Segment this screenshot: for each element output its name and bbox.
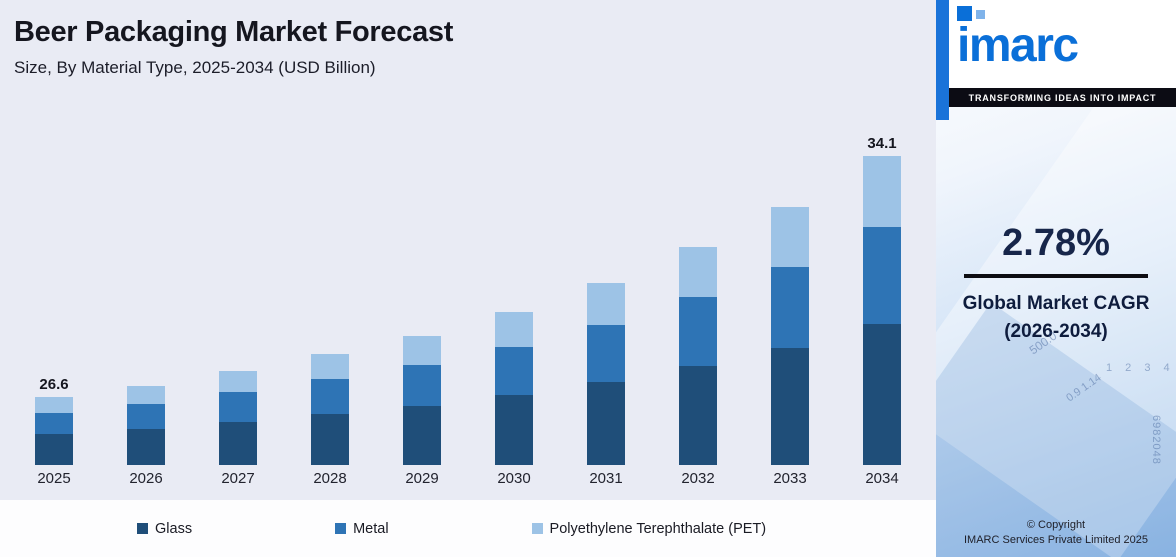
page-title: Beer Packaging Market Forecast	[14, 16, 454, 48]
bar-segment-glass-2030	[495, 395, 533, 465]
bar-slot-2030	[468, 130, 560, 465]
bar-2026	[127, 386, 165, 465]
tagline-text: TRANSFORMING IDEAS INTO IMPACT	[968, 92, 1157, 103]
cagr-label-line2: (2026-2034)	[1004, 320, 1108, 342]
bar-segment-glass-2032	[679, 366, 717, 465]
bar-segment-glass-2028	[311, 414, 349, 465]
x-axis-label-2028: 2028	[313, 470, 347, 487]
cagr-label-line1: Global Market CAGR	[962, 293, 1150, 314]
legend-item-metal: Metal	[335, 520, 389, 537]
bar-segment-polyethylene-terephthalate-pet-2030	[495, 312, 533, 347]
imarc-logo-mark-icon	[957, 6, 972, 21]
bar-segment-polyethylene-terephthalate-pet-2034	[863, 156, 901, 227]
x-axis-label-2030: 2030	[497, 470, 531, 487]
copyright-line2: IMARC Services Private Limited 2025	[963, 534, 1148, 547]
chart-panel: Beer Packaging Market Forecast Size, By …	[0, 0, 936, 557]
bar-slot-2025: 26.6	[8, 130, 100, 465]
x-axis-label-2034: 2034	[865, 470, 899, 487]
legend-label-polyethylene-terephthalate-pet: Polyethylene Terephthalate (PET)	[549, 520, 767, 537]
bar-segment-metal-2032	[679, 297, 717, 366]
bar-value-label-2025: 26.6	[39, 376, 69, 393]
bar-segment-glass-2026	[127, 429, 165, 465]
sidebar: imarc TRANSFORMING IDEAS INTO IMPACT 2.7…	[936, 0, 1176, 557]
bar-slot-2026	[100, 130, 192, 465]
cagr-block: 2.78% Global Market CAGR (2026-2034)	[936, 222, 1176, 345]
page-subtitle: Size, By Material Type, 2025-2034 (USD B…	[14, 58, 376, 77]
bar-2034	[863, 156, 901, 465]
decorative-number: 1 2 3 4	[1106, 362, 1175, 374]
x-axis-label-2025: 2025	[37, 470, 71, 487]
bar-2033	[771, 207, 809, 465]
bar-segment-polyethylene-terephthalate-pet-2031	[587, 283, 625, 325]
bar-segment-metal-2029	[403, 365, 441, 406]
bar-segment-glass-2031	[587, 382, 625, 465]
x-axis-label-2033: 2033	[773, 470, 807, 487]
bar-segment-glass-2029	[403, 406, 441, 465]
bar-segment-polyethylene-terephthalate-pet-2032	[679, 247, 717, 297]
bar-segment-metal-2033	[771, 267, 809, 348]
imarc-logo: imarc	[936, 0, 1176, 88]
bar-segment-polyethylene-terephthalate-pet-2025	[35, 397, 73, 413]
bar-segment-metal-2034	[863, 227, 901, 324]
bar-segment-polyethylene-terephthalate-pet-2029	[403, 336, 441, 365]
tagline-bar: TRANSFORMING IDEAS INTO IMPACT	[949, 88, 1176, 107]
cagr-underline	[964, 274, 1148, 278]
bar-2031	[587, 283, 625, 465]
bar-2027	[219, 371, 257, 465]
cagr-value: 2.78%	[1002, 222, 1110, 264]
bar-2032	[679, 247, 717, 465]
legend-label-metal: Metal	[353, 520, 389, 537]
legend-swatch-metal-icon	[335, 523, 347, 534]
x-axis-label-2032: 2032	[681, 470, 715, 487]
bar-slot-2033	[744, 130, 836, 465]
legend-item-polyethylene-terephthalate-pet: Polyethylene Terephthalate (PET)	[531, 520, 767, 537]
bar-segment-polyethylene-terephthalate-pet-2028	[311, 354, 349, 379]
chart-axis: 2025 2026 2027 2028 2029 2030 2031 2032 2033 2034	[8, 470, 928, 487]
bar-segment-polyethylene-terephthalate-pet-2026	[127, 386, 165, 404]
x-axis-label-2026: 2026	[129, 470, 163, 487]
x-axis-label-2031: 2031	[589, 470, 623, 487]
bar-segment-glass-2025	[35, 434, 73, 465]
bar-value-label-2034: 34.1	[867, 135, 897, 152]
bar-segment-polyethylene-terephthalate-pet-2027	[219, 371, 257, 392]
bar-2029	[403, 336, 441, 465]
logo-blue-strip	[936, 0, 949, 120]
bar-slot-2028	[284, 130, 376, 465]
chart-bars: 26.6 34.1	[8, 130, 928, 465]
copyright-line1: © Copyright	[1026, 519, 1086, 532]
bar-segment-glass-2027	[219, 422, 257, 465]
imarc-logo-text: imarc	[957, 19, 1079, 72]
bar-segment-metal-2025	[35, 413, 73, 434]
x-axis-label-2027: 2027	[221, 470, 255, 487]
bar-2030	[495, 312, 533, 465]
bar-segment-metal-2026	[127, 404, 165, 429]
bar-segment-metal-2028	[311, 379, 349, 414]
chart-legend: Glass Metal Polyethylene Terephthalate (PE…	[0, 500, 936, 557]
bar-segment-glass-2033	[771, 348, 809, 465]
legend-swatch-glass-icon	[137, 523, 148, 534]
copyright: © Copyright IMARC Services Private Limit…	[936, 518, 1176, 548]
bar-segment-metal-2030	[495, 347, 533, 395]
decorative-number: 6982048	[1150, 415, 1162, 465]
x-axis-label-2029: 2029	[405, 470, 439, 487]
legend-item-glass: Glass	[137, 521, 192, 537]
bar-segment-glass-2034	[863, 324, 901, 465]
bar-slot-2034: 34.1	[836, 130, 928, 465]
bar-segment-polyethylene-terephthalate-pet-2033	[771, 207, 809, 267]
imarc-logo-mark2-icon	[976, 10, 985, 19]
bar-segment-metal-2031	[587, 325, 625, 382]
bar-slot-2031	[560, 130, 652, 465]
bar-2025	[35, 397, 73, 465]
legend-swatch-polyethylene-terephthalate-pet-icon	[531, 523, 543, 534]
bar-slot-2032	[652, 130, 744, 465]
bar-slot-2027	[192, 130, 284, 465]
legend-label-glass: Glass	[155, 520, 193, 537]
bar-segment-metal-2027	[219, 392, 257, 422]
bar-2028	[311, 354, 349, 465]
bar-slot-2029	[376, 130, 468, 465]
